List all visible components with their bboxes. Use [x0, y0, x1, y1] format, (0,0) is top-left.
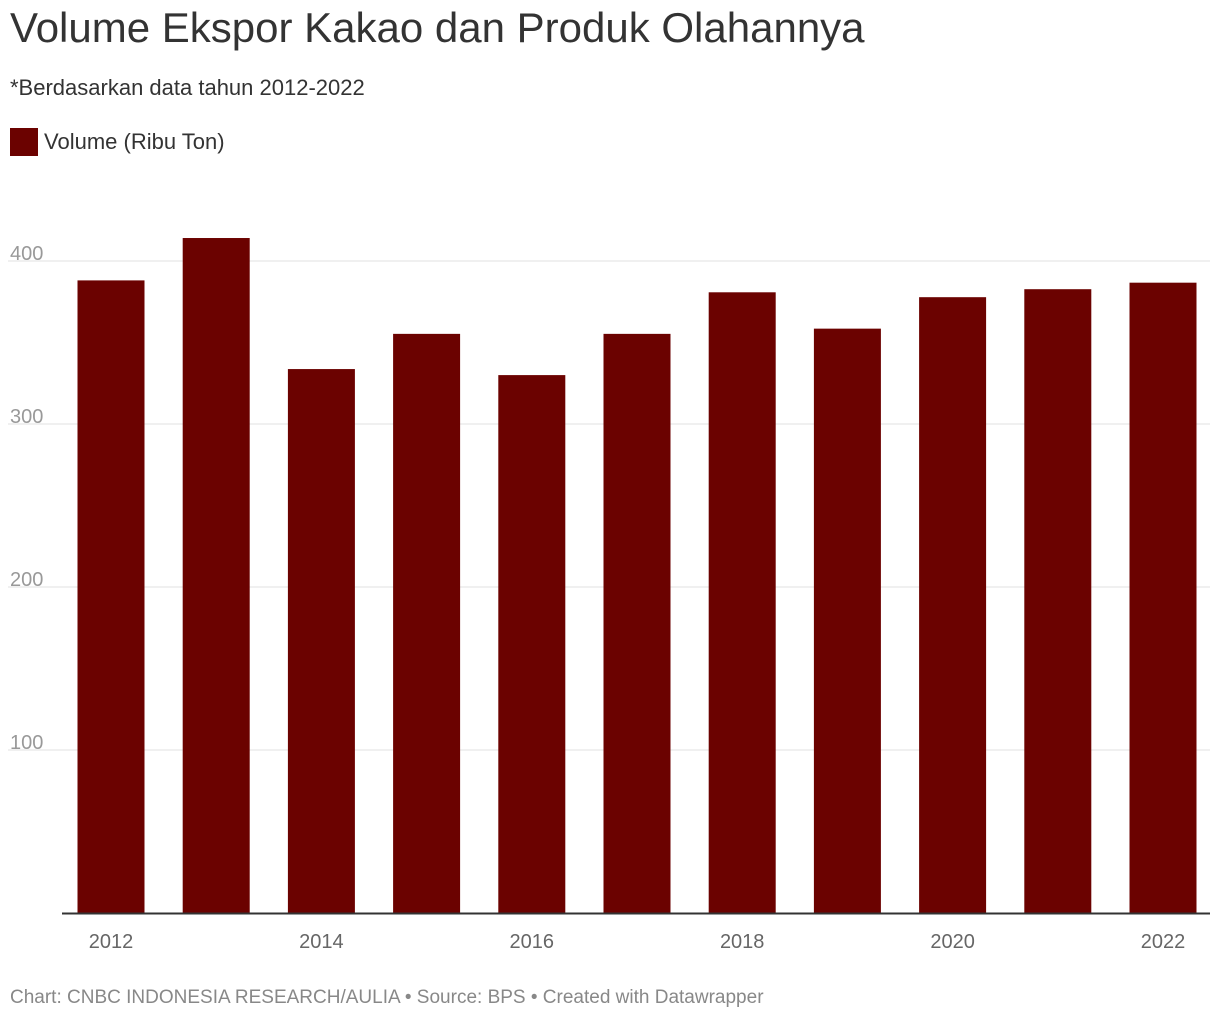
bar — [919, 297, 987, 913]
bar — [1129, 282, 1197, 914]
y-tick-label: 100 — [10, 732, 43, 754]
x-tick-label: 2018 — [720, 931, 765, 953]
x-tick-label: 2012 — [89, 931, 134, 953]
x-tick-label: 2022 — [1141, 931, 1186, 953]
bar — [813, 328, 881, 913]
y-tick-label: 300 — [10, 406, 43, 428]
legend-swatch — [10, 128, 38, 156]
legend: Volume (Ribu Ton) — [10, 128, 225, 156]
x-tick-label: 2020 — [930, 931, 975, 953]
bar — [603, 333, 671, 914]
bar — [393, 333, 461, 914]
chart-footer: Chart: CNBC INDONESIA RESEARCH/AULIA • S… — [10, 987, 764, 1008]
bar — [287, 369, 355, 914]
chart-title: Volume Ekspor Kakao dan Produk Olahannya — [10, 4, 865, 51]
x-tick-label: 2014 — [299, 931, 344, 953]
y-tick-label: 200 — [10, 569, 43, 591]
chart-subtitle: *Berdasarkan data tahun 2012-2022 — [10, 75, 365, 100]
x-tick-label: 2016 — [510, 931, 555, 953]
bar — [77, 280, 145, 914]
tick-labels: 100 200 300 400 2012 2014 2016 2018 2020 2022 — [10, 243, 1185, 953]
bar — [182, 238, 250, 914]
bar — [1024, 289, 1092, 914]
bars — [77, 238, 1197, 914]
bar — [708, 292, 776, 913]
legend-label: Volume (Ribu Ton) — [44, 129, 225, 154]
y-tick-label: 400 — [10, 243, 43, 265]
bar — [498, 375, 566, 914]
